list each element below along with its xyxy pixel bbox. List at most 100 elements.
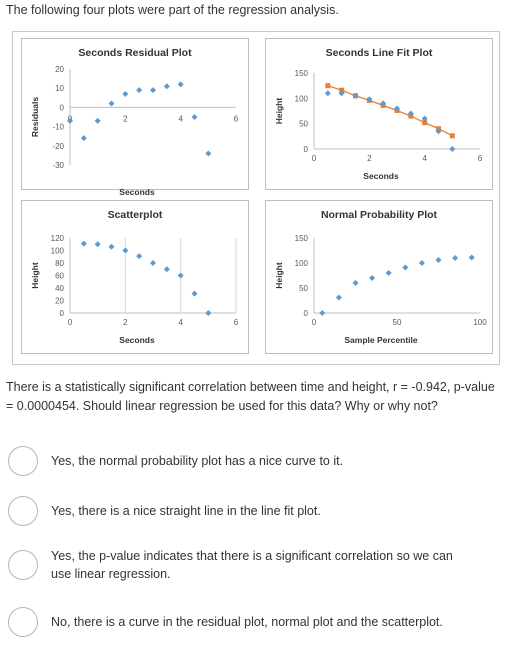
y-tick-label: 20 — [55, 297, 64, 306]
fit-line — [327, 85, 453, 137]
answer-option-4[interactable]: No, there is a curve in the residual plo… — [8, 607, 502, 637]
radio-button[interactable] — [8, 496, 38, 526]
data-point — [352, 92, 359, 99]
chart-svg: Scatterplot 120 100 80 60 40 20 00 2 4 6 Seconds Hei… — [30, 209, 239, 345]
data-point — [108, 100, 115, 107]
y-tick-label: 150 — [295, 234, 309, 243]
data-point — [366, 96, 373, 103]
data-point — [385, 270, 392, 276]
data-point — [205, 150, 212, 157]
answer-option-1[interactable]: Yes, the normal probability plot has a n… — [8, 446, 502, 476]
charts-panel: Seconds Residual Plot20100-10-20-300246S… — [12, 31, 500, 365]
data-point — [177, 272, 184, 279]
x-tick-label: 6 — [478, 154, 483, 163]
answer-option-label: Yes, the normal probability plot has a n… — [51, 454, 344, 468]
y-tick-label: 0 — [60, 309, 65, 318]
data-point — [163, 83, 170, 90]
data-point — [324, 90, 331, 97]
x-tick-label: 100 — [473, 318, 487, 327]
answer-option-2[interactable]: Yes, there is a nice straight line in th… — [8, 496, 502, 526]
data-point — [435, 128, 442, 135]
answer-option-label: No, there is a curve in the residual plo… — [51, 615, 443, 629]
x-tick-label: 0 — [68, 318, 73, 327]
question-text: There is a statistically significant cor… — [6, 380, 495, 413]
scatterplot: Scatterplot 120 100 80 60 40 20 0 0 2 4 6 Seconds Hei… — [21, 200, 249, 354]
y-tick-label: 50 — [299, 120, 308, 129]
data-point — [94, 241, 101, 248]
data-point — [150, 260, 156, 266]
chart-svg: Normal Probability Plot 150 100 50 00 50 100 Sa… — [274, 209, 487, 345]
data-point — [369, 275, 376, 281]
y-tick-label: 50 — [299, 284, 308, 293]
y-tick-label: 40 — [55, 284, 64, 293]
radio-button[interactable] — [8, 607, 38, 637]
x-tick-label: 4 — [178, 318, 183, 327]
data-point — [191, 114, 198, 120]
y-tick-label: 0 — [304, 145, 309, 154]
x-tick-label: 6 — [234, 114, 239, 123]
data-point — [452, 255, 459, 261]
data-point — [335, 294, 342, 301]
data-point — [177, 81, 184, 88]
data-point — [80, 135, 87, 142]
data-point — [80, 240, 87, 247]
y-tick-label: 100 — [51, 247, 65, 256]
y-axis-title: Height — [274, 262, 284, 289]
chart-title: Normal Probability Plot — [321, 209, 438, 221]
x-tick-label: 2 — [123, 318, 128, 327]
chart-svg: Seconds Residual Plot20100-10-20-300246S… — [30, 47, 239, 197]
data-point — [150, 87, 156, 94]
data-point — [205, 310, 212, 316]
y-axis-title: Height — [30, 262, 40, 289]
y-tick-label: 120 — [51, 234, 65, 243]
y-tick-label: 0 — [304, 309, 309, 318]
data-point — [352, 280, 359, 286]
x-axis-title: Seconds — [363, 171, 399, 181]
y-tick-label: -30 — [52, 161, 64, 170]
predicted-point — [339, 87, 345, 93]
data-point — [108, 243, 115, 250]
x-tick-label: 0 — [312, 318, 317, 327]
y-tick-label: 0 — [60, 103, 65, 112]
answer-option-3[interactable]: Yes, the p-value indicates that there is… — [8, 547, 502, 583]
data-point — [122, 90, 129, 97]
x-tick-label: 6 — [234, 318, 239, 327]
intro-text: The following four plots were part of th… — [6, 3, 339, 17]
data-point — [67, 117, 73, 124]
y-axis-title: Residuals — [30, 97, 40, 137]
y-tick-label: 100 — [295, 94, 309, 103]
normal-probability-plot: Normal Probability Plot 150 100 50 0 0 50 100 Sa… — [265, 200, 493, 354]
x-axis-title: Sample Percentile — [344, 335, 418, 345]
data-point — [191, 290, 198, 297]
y-tick-label: -20 — [52, 142, 64, 151]
predicted-point — [449, 133, 455, 139]
data-point — [319, 310, 326, 316]
chart-title: Scatterplot — [108, 209, 163, 221]
x-tick-label: 2 — [123, 114, 128, 123]
answer-option-label: Yes, the p-value indicates that there is… — [51, 549, 453, 581]
y-tick-label: 60 — [55, 272, 64, 281]
x-tick-label: 0 — [312, 154, 317, 163]
radio-button[interactable] — [8, 550, 38, 580]
data-point — [468, 254, 475, 261]
data-point — [122, 247, 129, 254]
x-tick-label: 4 — [178, 114, 183, 123]
chart-title: Seconds Residual Plot — [78, 47, 192, 59]
radio-button[interactable] — [8, 446, 38, 476]
data-point — [435, 257, 442, 263]
data-point — [163, 266, 170, 273]
data-point — [136, 253, 143, 260]
line-fit-plot: Seconds Line Fit Plot 150 100 50 0 0 2 4 6 Second… — [265, 38, 493, 190]
data-point — [418, 260, 425, 266]
data-point — [407, 110, 414, 117]
x-axis-title: Seconds — [119, 187, 155, 197]
data-point — [94, 117, 101, 124]
chart-svg: Seconds Line Fit Plot 150 100 50 00 2 4 6 Second… — [274, 47, 483, 181]
y-tick-label: 150 — [295, 69, 309, 78]
x-axis-title: Seconds — [119, 335, 155, 345]
x-tick-label: 4 — [422, 154, 427, 163]
y-tick-label: 20 — [55, 65, 64, 74]
data-point — [402, 264, 409, 271]
data-point — [421, 115, 428, 122]
data-point — [394, 105, 400, 112]
